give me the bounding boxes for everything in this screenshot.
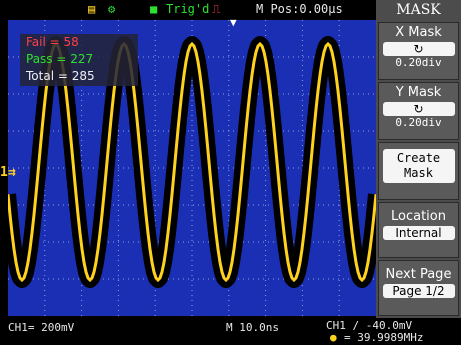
trigger-status: Trig'd [166, 2, 210, 16]
next-page-button[interactable]: Next Page Page 1/2 [378, 260, 459, 316]
frequency-icon: ● [330, 331, 337, 344]
x-mask-button[interactable]: X Mask ↻ 0.20div [378, 22, 459, 80]
location-label: Location [391, 209, 446, 224]
menu-title: MASK [396, 2, 441, 18]
gear-icon: ⚙ [108, 2, 116, 16]
pass-count: Pass = 227 [26, 52, 94, 66]
page-indicator: Page 1/2 [382, 284, 455, 298]
mask-statistics-panel: Fail = 58 Pass = 227 Total = 285 [20, 34, 138, 86]
rotate-knob-icon: ↻ [382, 42, 455, 56]
y-mask-label: Y Mask [395, 85, 442, 100]
horizontal-position: M Pos:0.00µs [256, 2, 343, 16]
create-mask-label: Create Mask [382, 149, 455, 183]
waveform-graticule [8, 20, 376, 316]
next-page-label: Next Page [385, 267, 452, 282]
top-status-bar: ▤ ⚙ ■ Trig'd ⎍ M Pos:0.00µs [0, 0, 376, 20]
create-mask-button[interactable]: Create Mask [378, 142, 459, 200]
trigger-position-marker: ▼ [230, 16, 237, 29]
create-mask-line2: Mask [404, 166, 433, 180]
run-status-icon: ■ [150, 2, 158, 16]
rotate-knob-icon: ↻ [382, 102, 455, 116]
x-mask-label: X Mask [395, 25, 442, 40]
bottom-status-bar: CH1= 200mV M 10.0ns CH1 ∕ -40.0mV ● = 39… [0, 318, 461, 345]
fail-count: Fail = 58 [26, 35, 79, 49]
ch1-scale: CH1= 200mV [8, 321, 75, 334]
create-mask-line1: Create [396, 151, 441, 165]
total-count: Total = 285 [26, 69, 95, 83]
location-button[interactable]: Location Internal [378, 202, 459, 258]
trigger-edge-icon: ⎍ [212, 2, 221, 16]
timebase: M 10.0ns [226, 321, 279, 334]
usb-icon: ▤ [88, 2, 96, 16]
y-mask-button[interactable]: Y Mask ↻ 0.20div [378, 82, 459, 140]
trigger-level: CH1 ∕ -40.0mV [326, 319, 413, 332]
mask-menu: MASK X Mask ↻ 0.20div Y Mask ↻ 0.20div C… [376, 0, 461, 318]
channel-1-marker: 1⇉ [0, 165, 16, 180]
location-value: Internal [382, 226, 455, 240]
frequency-readout: = 39.9989MHz [344, 331, 424, 344]
y-mask-value: 0.20div [395, 116, 442, 129]
ch1-trace [8, 41, 376, 283]
x-mask-value: 0.20div [395, 56, 442, 69]
